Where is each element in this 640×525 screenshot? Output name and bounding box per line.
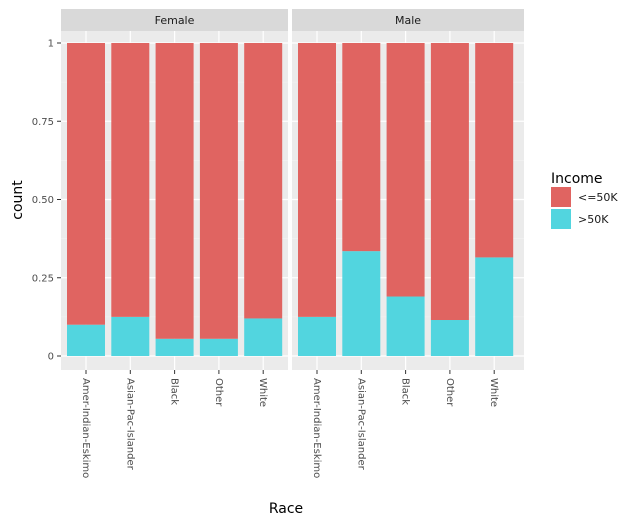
y-tick-label: 1 (48, 39, 54, 50)
x-tick-label: Other (444, 378, 455, 407)
bar-male-asian-pac-islander-gt50k (342, 251, 381, 356)
bar-female-amer-indian-eskimo-gt50k (67, 324, 105, 356)
panels-layer: Female Male (61, 9, 524, 370)
x-tick-label: Black (400, 378, 411, 405)
legend-title: Income (551, 171, 603, 187)
bar-female-other-le50k (199, 43, 238, 339)
legend-swatch-le50k (551, 187, 571, 207)
bar-female-other-gt50k (199, 338, 238, 356)
bar-male-asian-pac-islander-le50k (342, 43, 381, 252)
bar-male-white-gt50k (475, 257, 514, 356)
bar-female-asian-pac-islander-le50k (111, 43, 150, 317)
bar-female-asian-pac-islander-gt50k (111, 316, 150, 356)
bar-male-white-le50k (475, 43, 514, 258)
bar-male-black-gt50k (386, 296, 425, 356)
y-tick-label: 0.25 (32, 273, 54, 284)
x-tick-label: Other (213, 378, 224, 407)
panel-male: Male (292, 9, 524, 370)
bar-female-white-le50k (244, 43, 283, 319)
bar-male-other-gt50k (430, 320, 469, 356)
panel-female: Female (61, 9, 288, 370)
legend: Income <=50K >50K (551, 171, 618, 229)
x-tick-label: White (257, 378, 268, 407)
x-axis: Amer-Indian-Eskimo Asian-Pac-Islander Blac… (80, 370, 499, 478)
legend-swatch-gt50k (551, 209, 571, 229)
y-axis: 0 0.25 0.50 0.75 1 (32, 39, 61, 363)
bar-male-amer-indian-eskimo-gt50k (298, 316, 336, 356)
bar-male-amer-indian-eskimo-le50k (298, 43, 336, 317)
legend-label-le50k: <=50K (578, 191, 618, 204)
y-tick-label: 0.75 (32, 117, 54, 128)
x-axis-title: Race (269, 501, 303, 517)
bar-male-other-le50k (430, 43, 469, 321)
facet-strip (292, 9, 524, 31)
facet-strip-label: Male (395, 14, 421, 27)
x-tick-label: Asian-Pac-Islander (124, 378, 135, 471)
legend-label-gt50k: >50K (578, 213, 609, 226)
bar-male-black-le50k (386, 43, 425, 297)
x-tick-label: Black (169, 378, 180, 405)
y-axis-title: count (10, 180, 26, 220)
y-tick-label: 0 (48, 352, 54, 363)
bar-female-black-le50k (155, 43, 194, 339)
bar-female-white-gt50k (244, 318, 283, 356)
x-tick-label: Amer-Indian-Eskimo (311, 378, 322, 478)
facet-strip (61, 9, 288, 31)
x-tick-label: Asian-Pac-Islander (355, 378, 366, 471)
bar-female-amer-indian-eskimo-le50k (67, 43, 105, 325)
y-tick-label: 0.50 (32, 195, 54, 206)
x-tick-label: White (488, 378, 499, 407)
facet-strip-label: Female (155, 14, 195, 27)
bar-female-black-gt50k (155, 338, 194, 356)
x-tick-label: Amer-Indian-Eskimo (80, 378, 91, 478)
